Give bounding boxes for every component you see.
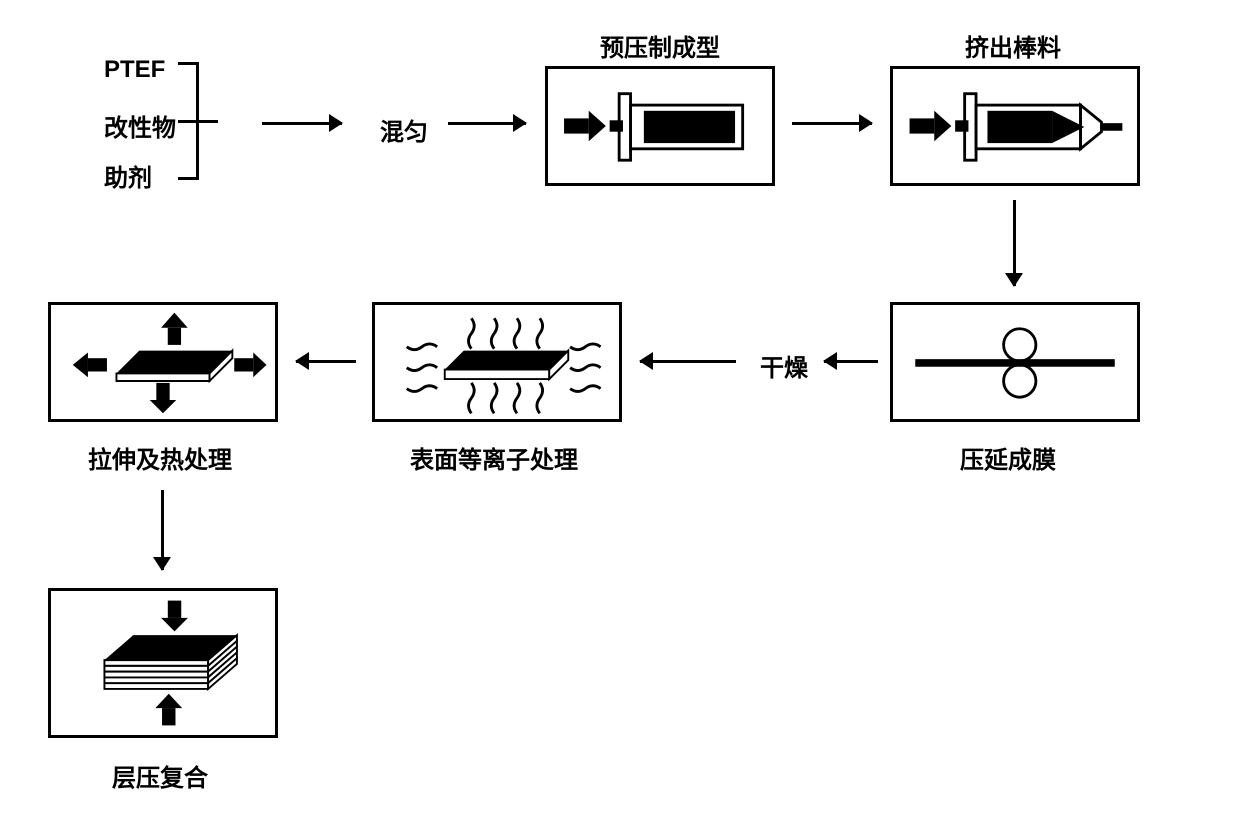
- plasma-icon: [375, 305, 619, 419]
- laminate-title: 层压复合: [112, 758, 208, 793]
- mix-label: 混匀: [380, 112, 428, 147]
- extrude-box: [890, 66, 1140, 186]
- plasma-title: 表面等离子处理: [410, 440, 578, 475]
- extrude-icon: [893, 69, 1137, 183]
- laminate-box: [48, 588, 278, 738]
- dry-label: 干燥: [760, 348, 808, 383]
- input-bracket-bot: [178, 177, 196, 180]
- stretch-icon: [51, 305, 275, 419]
- calender-title: 压延成膜: [960, 440, 1056, 475]
- arrow-calender-to-dry: [824, 360, 878, 363]
- preform-box: [545, 66, 775, 186]
- input-bracket-tick: [196, 120, 218, 123]
- input-bracket-mid: [178, 120, 196, 123]
- calender-box: [890, 302, 1140, 422]
- laminate-icon: [51, 591, 275, 735]
- arrow-extrude-to-calender: [1013, 200, 1016, 286]
- input-additive-label: 助剂: [104, 158, 152, 193]
- input-ptef-label: PTEF: [104, 56, 165, 84]
- arrow-dry-to-plasma: [640, 360, 736, 363]
- input-modifier-label: 改性物: [104, 108, 176, 143]
- arrow-plasma-to-stretch: [296, 360, 356, 363]
- input-bracket-top: [178, 62, 196, 65]
- plasma-box: [372, 302, 622, 422]
- extrude-title: 挤出棒料: [965, 28, 1061, 63]
- stretch-title: 拉伸及热处理: [88, 440, 232, 475]
- calender-icon: [893, 305, 1137, 419]
- preform-title: 预压制成型: [600, 28, 720, 63]
- arrow-inputs-to-mix: [262, 122, 342, 125]
- preform-icon: [548, 69, 772, 183]
- stretch-box: [48, 302, 278, 422]
- arrow-stretch-to-laminate: [161, 490, 164, 570]
- arrow-mix-to-preform: [448, 122, 526, 125]
- arrow-preform-to-extrude: [792, 122, 872, 125]
